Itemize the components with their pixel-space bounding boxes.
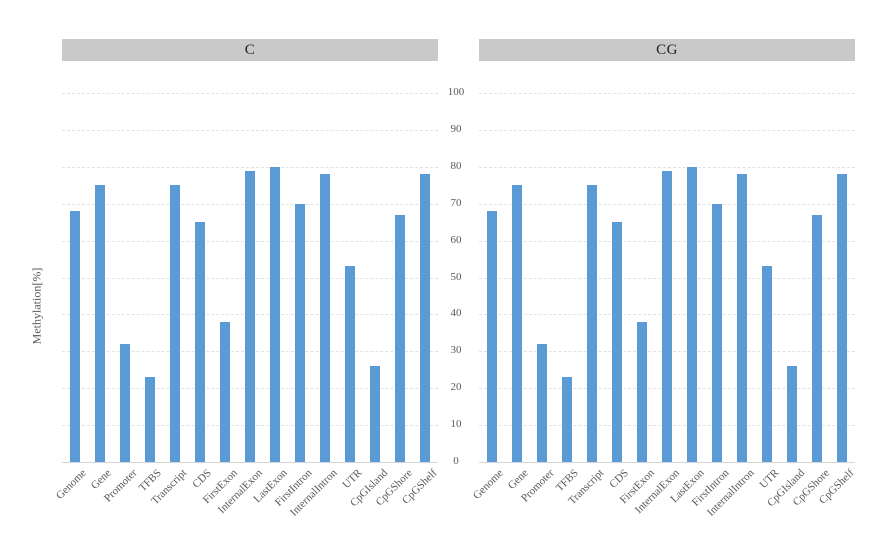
bar-lastexon [687, 166, 698, 462]
panel-header-c: C [62, 39, 438, 61]
bar-tfbs [144, 377, 155, 462]
bar-cds [194, 222, 205, 462]
bar-firstintron [712, 203, 723, 462]
bar-internalexon [662, 170, 672, 462]
y-tick-label: 50 [450, 270, 462, 283]
y-tick-label: 40 [450, 307, 462, 320]
x-tick-label: Genome [471, 467, 507, 502]
plot-area-cg: Genome Gene Promoter TFBS Transcript CDS First… [471, 93, 857, 519]
bar-utr [762, 266, 773, 462]
bar-genome [486, 211, 497, 462]
bar-promoter [119, 343, 130, 462]
y-tick-label: 90 [450, 122, 462, 135]
bar-firstintron [295, 203, 306, 462]
y-tick-label: 10 [450, 418, 462, 431]
gridline [62, 129, 438, 131]
y-tick-label: 0 [453, 455, 459, 467]
bar-genome [69, 211, 80, 462]
gridline [62, 166, 438, 168]
y-tick-label: 30 [450, 344, 462, 357]
bar-cds [611, 222, 622, 462]
y-axis-title: Methylation[%] [29, 267, 44, 345]
bar-transcript [169, 185, 180, 462]
x-axis-line [479, 462, 855, 463]
bar-gene [94, 185, 105, 462]
bar-cpgisland [370, 366, 381, 462]
gridline [479, 93, 855, 94]
bar-internalintron [320, 174, 331, 462]
bar-cpgshelf [837, 174, 848, 462]
bar-utr [345, 266, 356, 462]
bar-lastexon [270, 166, 281, 462]
y-tick-label: 100 [447, 86, 465, 98]
bar-firstexon [636, 321, 647, 462]
gridline [479, 166, 855, 168]
bar-firstexon [219, 321, 230, 462]
bar-gene [511, 185, 522, 462]
x-axis-line [62, 462, 438, 463]
plot-area-c: Genome Gene Promoter TFBS Transcript CDS First… [54, 93, 440, 519]
bar-internalintron [737, 174, 748, 462]
bar-internalexon [245, 170, 255, 462]
bar-cpgshelf [420, 174, 431, 462]
bar-cpgshore [812, 214, 823, 462]
bar-transcript [586, 185, 597, 462]
y-tick-label: 80 [450, 159, 462, 172]
x-tick-label: Genome [54, 467, 90, 502]
y-tick-label: 60 [450, 233, 462, 246]
bar-promoter [536, 343, 547, 462]
panel-header-cg: CG [479, 39, 855, 61]
gridline [62, 93, 438, 94]
bar-cpgisland [787, 366, 798, 462]
gridline [479, 129, 855, 131]
bar-tfbs [561, 377, 572, 462]
y-tick-label: 20 [450, 381, 462, 394]
bar-cpgshore [395, 214, 406, 462]
y-tick-label: 70 [450, 196, 462, 209]
